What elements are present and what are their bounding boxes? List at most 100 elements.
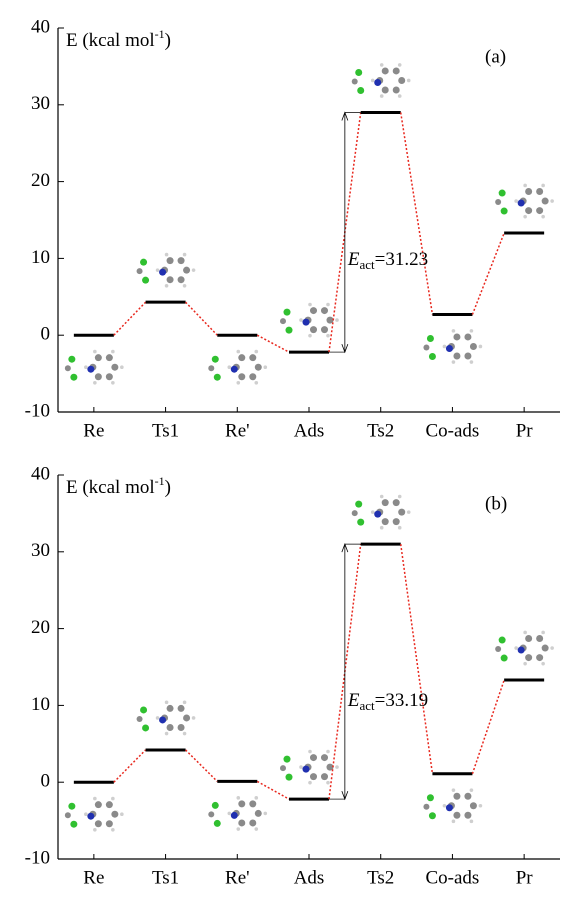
atom: [238, 354, 245, 361]
text-part: act: [359, 257, 375, 272]
atom: [255, 364, 262, 371]
atom: [335, 765, 339, 769]
atom: [284, 756, 291, 763]
atom: [479, 345, 483, 349]
atom: [183, 267, 190, 274]
atom: [393, 518, 400, 525]
atom: [68, 803, 75, 810]
y-tick-label: 10: [31, 247, 50, 268]
atom: [227, 365, 231, 369]
atom: [303, 766, 310, 773]
atom: [355, 501, 362, 508]
text-part: -1: [155, 474, 165, 488]
atom: [308, 303, 312, 307]
atom: [159, 269, 166, 276]
atom: [183, 714, 190, 721]
atom: [236, 350, 240, 354]
connector: [401, 112, 433, 314]
atom: [550, 646, 554, 650]
atom: [280, 318, 286, 324]
atom: [371, 510, 375, 514]
connector: [401, 544, 433, 774]
atom: [137, 268, 143, 274]
text-part: =31.23: [375, 249, 428, 270]
atom: [518, 647, 525, 654]
atom: [393, 67, 400, 74]
molecule: [65, 797, 124, 832]
atom: [238, 373, 245, 380]
atom: [382, 67, 389, 74]
panel-label: (b): [485, 493, 507, 514]
atom: [111, 811, 118, 818]
molecule: [208, 350, 267, 385]
atom: [214, 374, 221, 381]
atom: [106, 801, 113, 808]
y-tick-label: 0: [41, 771, 51, 792]
atom: [183, 732, 187, 736]
atom: [541, 662, 545, 666]
atom: [398, 509, 405, 516]
atom: [236, 796, 240, 800]
atom: [423, 344, 429, 350]
atom: [106, 820, 113, 827]
atom: [429, 353, 436, 360]
atom: [443, 804, 447, 808]
y-tick-label: 40: [31, 463, 50, 484]
atom: [423, 804, 429, 810]
y-axis-label: E (kcal mol-1): [66, 27, 171, 52]
atom: [140, 259, 147, 266]
atom: [374, 511, 381, 518]
atom: [183, 701, 187, 705]
atom: [93, 797, 97, 801]
atom: [65, 365, 71, 371]
atom: [464, 352, 471, 359]
atom: [382, 518, 389, 525]
molecule: [280, 750, 339, 785]
atom: [398, 94, 402, 98]
atom: [382, 499, 389, 506]
atom: [453, 812, 460, 819]
atom: [470, 820, 474, 824]
atom: [70, 821, 77, 828]
x-tick-label: Re': [225, 420, 250, 441]
atom: [536, 654, 543, 661]
atom: [236, 827, 240, 831]
atom: [479, 804, 483, 808]
atom: [95, 801, 102, 808]
atom: [464, 812, 471, 819]
atom: [453, 333, 460, 340]
atom: [525, 188, 532, 195]
atom: [142, 724, 149, 731]
atom: [167, 724, 174, 731]
atom: [352, 78, 358, 84]
atom: [165, 284, 169, 288]
text-part: E: [347, 249, 360, 270]
atom: [464, 333, 471, 340]
atom: [95, 373, 102, 380]
atom: [380, 495, 384, 499]
atom: [308, 334, 312, 338]
atom: [106, 373, 113, 380]
atom: [321, 773, 328, 780]
atom: [140, 706, 147, 713]
y-tick-label: 30: [31, 93, 50, 114]
x-tick-label: Re': [225, 867, 250, 888]
text-part: ): [165, 30, 171, 51]
atom: [254, 827, 258, 831]
atom: [470, 343, 477, 350]
atom: [156, 716, 160, 720]
panel-label: (a): [485, 46, 506, 67]
atom: [308, 781, 312, 785]
connector: [257, 781, 289, 799]
x-tick-label: Ts1: [152, 867, 179, 888]
atom: [280, 765, 286, 771]
atom: [310, 773, 317, 780]
atom: [137, 716, 143, 722]
x-tick-label: Co-ads: [426, 867, 480, 888]
atom: [335, 318, 339, 322]
atom: [249, 800, 256, 807]
atom: [286, 774, 293, 781]
atom: [355, 69, 362, 76]
atom: [249, 354, 256, 361]
